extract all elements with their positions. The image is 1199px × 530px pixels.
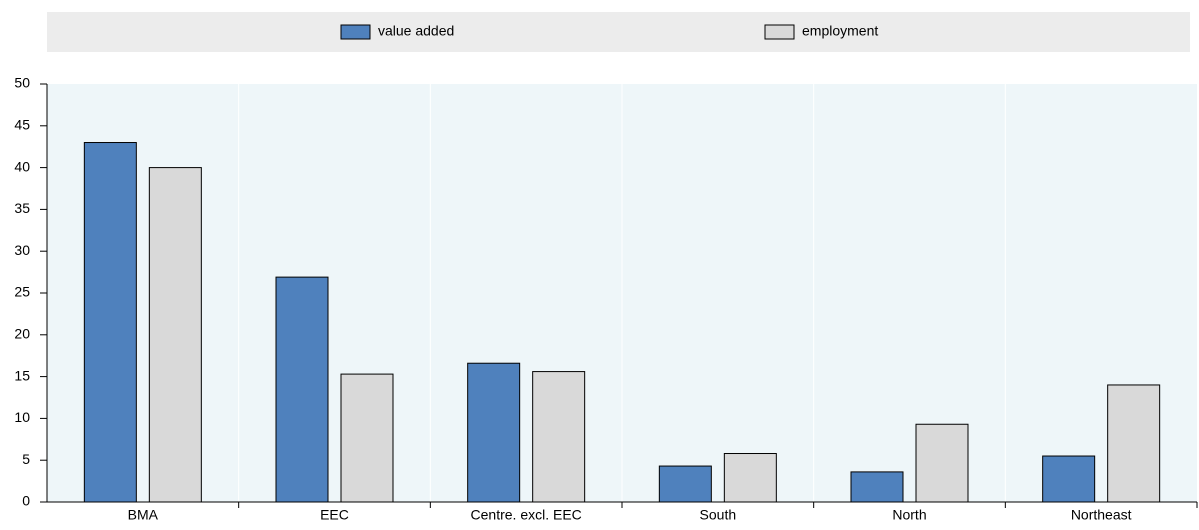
bar [467,362,521,503]
y-tick-label: 35 [14,200,30,216]
y-tick-label: 30 [14,242,30,258]
x-tick-label: EEC [320,507,349,523]
bar [1042,455,1096,503]
bar [83,142,137,503]
legend-label: value added [378,23,454,39]
bar [1107,384,1161,503]
y-tick-label: 10 [14,409,30,425]
y-tick-label: 25 [14,284,30,300]
y-tick-label: 0 [22,493,30,509]
bar [723,453,777,503]
x-tick-label: Centre. excl. EEC [471,507,582,523]
y-tick-label: 15 [14,367,30,383]
legend-swatch [340,24,371,40]
y-tick-label: 45 [14,117,30,133]
legend-label: employment [802,23,878,39]
y-tick-label: 50 [14,75,30,91]
legend-swatch [764,24,795,40]
bar [850,471,904,503]
legend-background [47,12,1190,52]
bar [532,371,586,503]
y-tick-label: 40 [14,158,30,174]
bar [915,423,969,503]
x-tick-label: BMA [128,507,159,523]
bar [340,373,394,503]
x-tick-label: South [700,507,737,523]
x-tick-label: North [892,507,926,523]
bar [148,167,202,503]
y-tick-label: 20 [14,326,30,342]
x-tick-label: Northeast [1071,507,1132,523]
bar [658,465,712,503]
bar [275,276,329,503]
y-tick-label: 5 [22,451,30,467]
